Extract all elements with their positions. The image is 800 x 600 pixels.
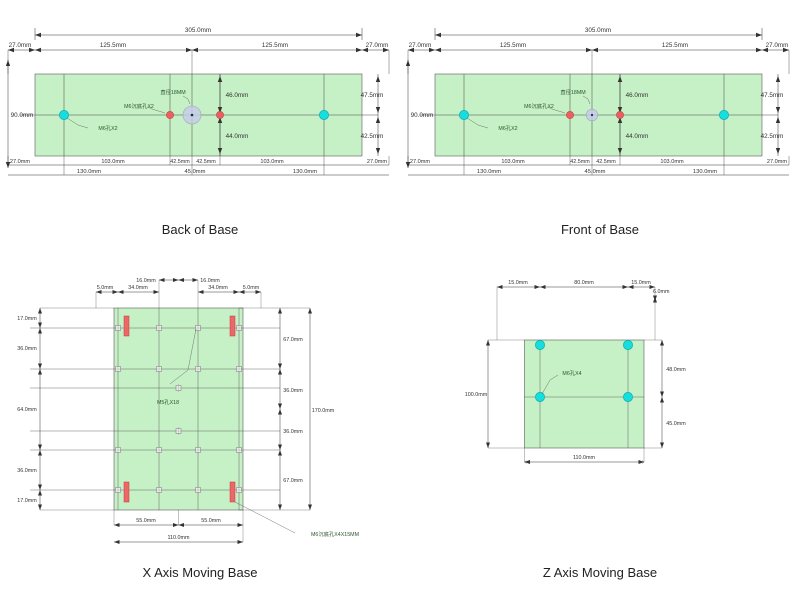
svg-text:170.0mm: 170.0mm	[312, 408, 335, 414]
svg-text:42.5mm: 42.5mm	[196, 159, 216, 165]
svg-text:130.0mm: 130.0mm	[693, 169, 717, 175]
svg-text:103.0mm: 103.0mm	[260, 159, 284, 165]
svg-text:M6孔X2: M6孔X2	[498, 124, 517, 132]
svg-text:45.0mm: 45.0mm	[666, 421, 686, 427]
svg-text:M6沉底孔X2: M6沉底孔X2	[524, 102, 554, 110]
svg-text:44.0mm: 44.0mm	[626, 133, 649, 140]
svg-text:36.0mm: 36.0mm	[17, 468, 37, 474]
svg-text:15.0mm: 15.0mm	[508, 280, 528, 286]
svg-text:46.0mm: 46.0mm	[626, 92, 649, 99]
svg-text:125.5mm: 125.5mm	[662, 42, 688, 49]
svg-text:直径18MM: 直径18MM	[160, 88, 185, 96]
svg-text:130.0mm: 130.0mm	[293, 169, 317, 175]
svg-text:27.0mm: 27.0mm	[409, 42, 432, 49]
svg-text:103.0mm: 103.0mm	[101, 159, 125, 165]
svg-text:34.0mm: 34.0mm	[208, 285, 228, 291]
svg-text:34.0mm: 34.0mm	[128, 285, 148, 291]
svg-text:55.0mm: 55.0mm	[136, 518, 156, 524]
svg-text:16.0mm: 16.0mm	[200, 278, 220, 284]
svg-text:110.0mm: 110.0mm	[573, 455, 596, 461]
svg-text:42.5mm: 42.5mm	[170, 159, 190, 165]
svg-text:42.5mm: 42.5mm	[570, 159, 590, 165]
svg-text:44.0mm: 44.0mm	[226, 133, 249, 140]
svg-text:80.0mm: 80.0mm	[574, 280, 594, 286]
svg-text:45.0mm: 45.0mm	[585, 169, 606, 175]
svg-text:110.0mm: 110.0mm	[167, 535, 190, 541]
svg-text:42.5mm: 42.5mm	[596, 159, 616, 165]
svg-text:6.0mm: 6.0mm	[653, 289, 670, 295]
svg-text:27.0mm: 27.0mm	[366, 42, 389, 49]
svg-text:36.0mm: 36.0mm	[17, 346, 37, 352]
svg-text:15.0mm: 15.0mm	[631, 280, 651, 286]
svg-text:17.0mm: 17.0mm	[17, 316, 37, 322]
svg-text:305.0mm: 305.0mm	[585, 27, 611, 34]
svg-text:27.0mm: 27.0mm	[766, 42, 789, 49]
svg-text:45.0mm: 45.0mm	[185, 169, 206, 175]
svg-text:M6沉底孔X4X15MM: M6沉底孔X4X15MM	[311, 530, 359, 538]
svg-text:305.0mm: 305.0mm	[185, 27, 211, 34]
svg-text:5.0mm: 5.0mm	[243, 285, 260, 291]
svg-text:36.0mm: 36.0mm	[283, 429, 303, 435]
svg-text:42.5mm: 42.5mm	[761, 133, 784, 140]
svg-text:100.0mm: 100.0mm	[465, 392, 488, 398]
svg-text:125.5mm: 125.5mm	[500, 42, 526, 49]
svg-text:17.0mm: 17.0mm	[17, 498, 37, 504]
svg-text:67.0mm: 67.0mm	[283, 337, 303, 343]
svg-text:27.0mm: 27.0mm	[9, 42, 32, 49]
svg-text:55.0mm: 55.0mm	[201, 518, 221, 524]
svg-text:42.5mm: 42.5mm	[361, 133, 384, 140]
svg-text:103.0mm: 103.0mm	[501, 159, 525, 165]
svg-text:M6孔X2: M6孔X2	[98, 124, 117, 132]
svg-text:130.0mm: 130.0mm	[77, 169, 101, 175]
svg-text:46.0mm: 46.0mm	[226, 92, 249, 99]
svg-text:64.0mm: 64.0mm	[17, 407, 37, 413]
svg-text:90.0mm: 90.0mm	[11, 112, 34, 119]
svg-text:27.0mm: 27.0mm	[10, 159, 31, 165]
svg-text:M6沉底孔X2: M6沉底孔X2	[124, 102, 154, 110]
svg-text:直径18MM: 直径18MM	[560, 88, 585, 96]
svg-text:125.5mm: 125.5mm	[262, 42, 288, 49]
svg-text:16.0mm: 16.0mm	[136, 278, 156, 284]
svg-text:5.0mm: 5.0mm	[97, 285, 114, 291]
svg-text:103.0mm: 103.0mm	[660, 159, 684, 165]
svg-text:47.5mm: 47.5mm	[761, 92, 784, 99]
svg-text:90.0mm: 90.0mm	[411, 112, 434, 119]
svg-text:48.0mm: 48.0mm	[666, 367, 686, 373]
svg-text:47.5mm: 47.5mm	[361, 92, 384, 99]
svg-text:36.0mm: 36.0mm	[283, 388, 303, 394]
svg-text:M6孔X4: M6孔X4	[562, 369, 581, 377]
svg-text:125.5mm: 125.5mm	[100, 42, 126, 49]
svg-text:130.0mm: 130.0mm	[477, 169, 501, 175]
svg-text:M5孔X18: M5孔X18	[157, 398, 179, 406]
svg-text:27.0mm: 27.0mm	[367, 159, 388, 165]
svg-text:67.0mm: 67.0mm	[283, 478, 303, 484]
svg-text:27.0mm: 27.0mm	[767, 159, 788, 165]
svg-text:27.0mm: 27.0mm	[410, 159, 431, 165]
